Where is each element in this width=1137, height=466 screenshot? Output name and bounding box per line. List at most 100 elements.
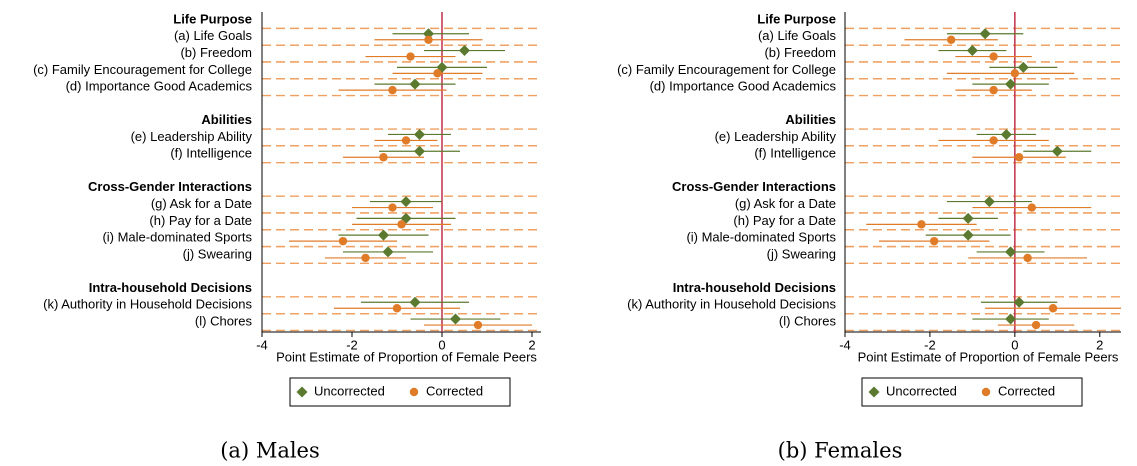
legend-marker	[981, 387, 991, 397]
x-tick-label: 2	[1096, 337, 1103, 352]
point	[409, 78, 421, 90]
legend-box	[861, 377, 1083, 407]
category-label: (k) Authority in Household Decisions	[43, 297, 252, 312]
group-label: Life Purpose	[173, 11, 252, 26]
category-label: (c) Family Encouragement for College	[617, 62, 836, 77]
group-label: Intra-household Decisions	[673, 280, 836, 295]
point	[983, 196, 995, 208]
point	[1031, 320, 1041, 330]
x-tick-label: -4	[839, 337, 851, 352]
point	[392, 304, 402, 313]
category-label: (h) Pay for a Date	[733, 213, 836, 228]
point	[409, 296, 421, 308]
panel-caption: (b) Females	[778, 439, 903, 463]
point	[1000, 128, 1012, 140]
legend-marker	[296, 386, 308, 398]
point	[929, 236, 939, 246]
category-label: (l) Chores	[195, 313, 253, 328]
point	[1023, 253, 1032, 263]
point	[473, 320, 483, 330]
point	[1005, 246, 1017, 258]
category-label: (d) Importance Good Academics	[66, 79, 253, 94]
point	[1005, 313, 1017, 325]
category-label: (e) Leadership Ability	[131, 129, 253, 144]
x-tick-label: -4	[256, 337, 268, 352]
point	[388, 85, 397, 95]
legend-label: Uncorrected	[314, 383, 385, 398]
group-label: Life Purpose	[757, 11, 836, 26]
category-label: (j) Swearing	[183, 246, 252, 261]
legend-label: Uncorrected	[886, 383, 957, 398]
point	[1014, 153, 1024, 162]
point	[400, 196, 412, 208]
category-label: (i) Male-dominated Sports	[686, 230, 836, 245]
category-label: (j) Swearing	[767, 246, 836, 261]
legend-box	[289, 377, 511, 407]
category-label: (b) Freedom	[180, 45, 252, 60]
category-label: (b) Freedom	[764, 45, 836, 60]
legend-marker	[868, 386, 880, 398]
point	[1017, 61, 1029, 73]
point	[1010, 69, 1020, 78]
category-label: (i) Male-dominated Sports	[102, 230, 252, 245]
point	[423, 28, 434, 40]
point	[338, 236, 348, 246]
x-tick-label: 2	[528, 337, 535, 352]
point	[989, 52, 998, 61]
category-label: (g) Ask for a Date	[735, 196, 836, 211]
legend-label: Corrected	[426, 383, 483, 398]
point	[1027, 203, 1037, 212]
point	[979, 28, 991, 40]
group-label: Intra-household Decisions	[89, 280, 252, 295]
point	[1005, 78, 1017, 90]
point	[361, 253, 370, 263]
point	[414, 128, 425, 140]
category-label: (a) Life Goals	[758, 28, 837, 43]
point	[1048, 304, 1058, 313]
point	[459, 45, 470, 57]
point	[989, 136, 998, 145]
point	[917, 220, 926, 229]
x-axis-label: Point Estimate of Proportion of Female P…	[858, 349, 1119, 364]
legend-label: Corrected	[998, 383, 1055, 398]
point	[1051, 145, 1063, 157]
point	[433, 69, 442, 78]
point	[966, 45, 978, 57]
point	[450, 313, 461, 325]
point	[424, 35, 433, 44]
category-label: (h) Pay for a Date	[149, 213, 252, 228]
category-label: (e) Leadership Ability	[715, 129, 837, 144]
point	[378, 229, 389, 241]
point	[962, 229, 974, 241]
point	[401, 136, 411, 145]
category-label: (k) Authority in Household Decisions	[627, 297, 836, 312]
category-label: (f) Intelligence	[170, 146, 252, 161]
point	[414, 145, 425, 157]
point	[989, 85, 998, 95]
group-label: Abilities	[201, 112, 252, 127]
category-label: (f) Intelligence	[754, 146, 836, 161]
point	[379, 153, 388, 162]
group-label: Abilities	[785, 112, 836, 127]
x-axis-label: Point Estimate of Proportion of Female P…	[276, 349, 537, 364]
category-label: (a) Life Goals	[174, 28, 253, 43]
point	[397, 220, 406, 229]
point	[382, 246, 394, 258]
x-tick-label: -2	[346, 337, 358, 352]
point	[388, 203, 397, 212]
panel-caption: (a) Males	[220, 439, 320, 463]
x-tick-label: 0	[1011, 337, 1018, 352]
point	[1013, 296, 1025, 308]
category-label: (c) Family Encouragement for College	[33, 62, 252, 77]
x-tick-label: 0	[438, 337, 445, 352]
category-label: (g) Ask for a Date	[151, 196, 252, 211]
group-label: Cross-Gender Interactions	[672, 179, 836, 194]
x-tick-label: -2	[924, 337, 936, 352]
point	[946, 35, 956, 44]
point	[962, 212, 974, 224]
category-label: (d) Importance Good Academics	[650, 79, 837, 94]
group-label: Cross-Gender Interactions	[88, 179, 252, 194]
point	[406, 52, 415, 61]
legend-marker	[409, 387, 419, 397]
